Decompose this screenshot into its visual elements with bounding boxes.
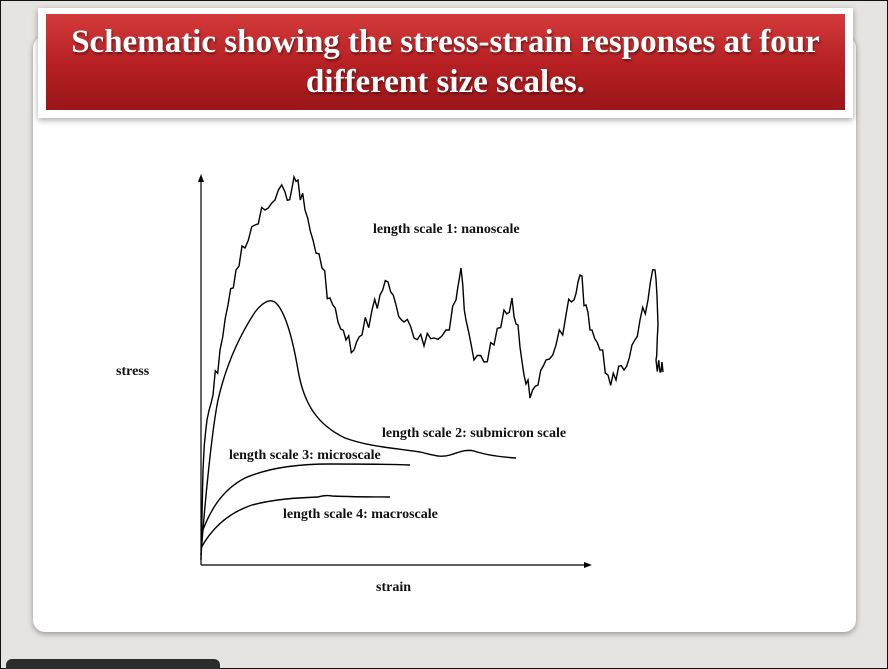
curve-macroscale xyxy=(200,494,391,549)
slide-panel xyxy=(33,36,856,632)
label-nanoscale: length scale 1: nanoscale xyxy=(373,222,520,237)
curve-submicron xyxy=(200,300,517,556)
y-axis-arrow xyxy=(198,174,204,182)
x-axis-label: strain xyxy=(376,580,411,595)
title-card: Schematic showing the stress-strain resp… xyxy=(38,8,853,118)
title-banner: Schematic showing the stress-strain resp… xyxy=(46,14,845,110)
curve-nanoscale xyxy=(200,174,664,561)
y-axis-label: stress xyxy=(116,364,150,379)
label-macroscale: length scale 4: macroscale xyxy=(283,507,438,522)
curve-microscale xyxy=(200,463,411,536)
label-microscale: length scale 3: microscale xyxy=(229,448,381,463)
slide-title: Schematic showing the stress-strain resp… xyxy=(71,24,820,100)
x-axis-arrow xyxy=(584,562,592,568)
label-submicron: length scale 2: submicron scale xyxy=(382,426,566,441)
taskbar-tab xyxy=(6,659,220,669)
